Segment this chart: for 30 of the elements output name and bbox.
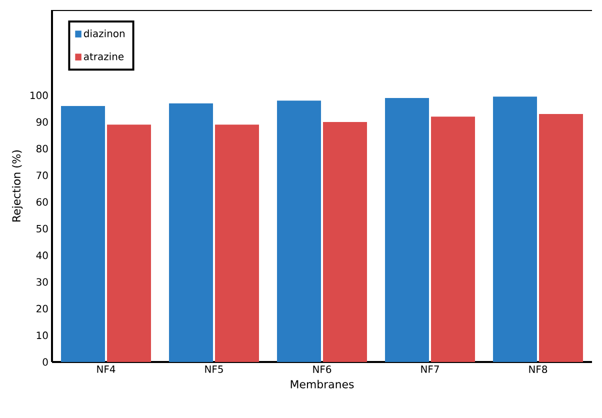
y-tick-label: 40 bbox=[36, 252, 48, 260]
x-tick-label: NF5 bbox=[205, 366, 223, 373]
y-tick-label: 20 bbox=[36, 304, 48, 312]
y-tick-label: 90 bbox=[36, 118, 48, 126]
y-tick-label: 30 bbox=[36, 278, 48, 286]
bar bbox=[106, 124, 151, 362]
legend-label: atrazine bbox=[84, 52, 124, 60]
x-axis-title: Membranes bbox=[290, 380, 354, 388]
bar bbox=[277, 100, 322, 362]
y-tick-label: 100 bbox=[30, 92, 48, 100]
bar bbox=[214, 124, 259, 362]
bar bbox=[539, 114, 583, 362]
y-tick-label: 50 bbox=[36, 224, 48, 232]
x-tick-label: NF8 bbox=[529, 366, 548, 374]
x-tick-label: NF6 bbox=[313, 366, 332, 374]
x-tick-label: NF7 bbox=[421, 366, 439, 373]
y-tick-label: 70 bbox=[36, 172, 48, 180]
legend-label: diazinon bbox=[84, 30, 124, 38]
y-tick-label: 10 bbox=[36, 332, 48, 340]
bar bbox=[61, 106, 106, 362]
bar bbox=[385, 98, 430, 362]
bar bbox=[431, 116, 475, 362]
bar bbox=[323, 122, 367, 362]
y-tick-label: 60 bbox=[36, 198, 48, 206]
x-tick-label: NF4 bbox=[97, 366, 116, 373]
bar bbox=[169, 103, 214, 362]
y-tick-label: 0 bbox=[42, 358, 48, 366]
y-tick-label: 80 bbox=[36, 144, 48, 152]
y-axis-title: Rejection (%) bbox=[12, 150, 23, 222]
bar bbox=[493, 96, 538, 362]
